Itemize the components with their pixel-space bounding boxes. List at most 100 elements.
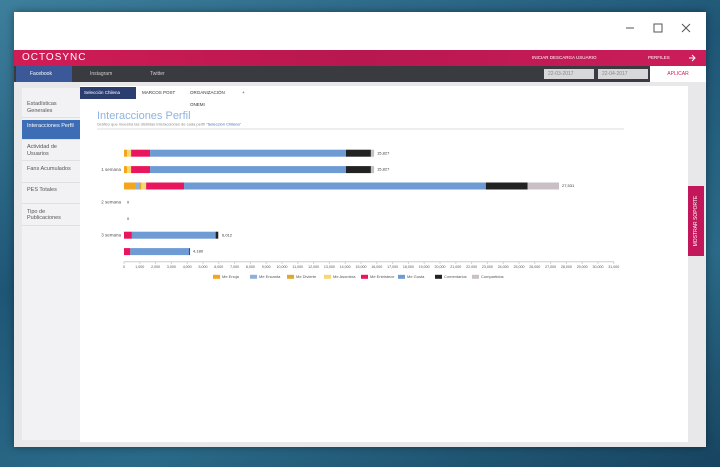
x-tick-label: 6,000 <box>214 265 223 269</box>
nav-tab[interactable]: Instagram <box>90 71 113 77</box>
maximize[interactable] <box>653 23 663 33</box>
bar-segment <box>150 166 346 174</box>
x-tick-label: 22,000 <box>466 265 477 269</box>
profile-tab[interactable]: + <box>242 90 245 95</box>
legend-label: Compartidos <box>481 274 504 279</box>
bar-segment <box>141 182 147 190</box>
logo[interactable]: OCTOSYNC <box>22 52 87 63</box>
bar-segment <box>124 231 132 239</box>
sidebar-item[interactable]: Fans Acumulados <box>22 163 80 183</box>
bar-segment <box>485 182 528 190</box>
bar-segment <box>124 248 131 256</box>
legend-swatch <box>324 274 331 279</box>
x-tick-label: 5,000 <box>199 265 208 269</box>
bar-segment <box>131 149 151 157</box>
x-tick-label: 9,000 <box>262 265 271 269</box>
chart-title: Interacciones Perfil <box>97 110 191 122</box>
bar-segment <box>345 149 371 157</box>
legend-label: Comentarios <box>444 274 467 279</box>
x-tick-label: 29,000 <box>577 265 588 269</box>
y-tick-label: 3 semana <box>101 232 121 237</box>
bar-segment <box>124 166 128 174</box>
x-tick-label: 19,000 <box>419 265 430 269</box>
legend-swatch <box>472 274 479 279</box>
legend-label: Me Encanta <box>259 274 281 279</box>
sidebar-item[interactable]: PES Totales <box>22 184 80 204</box>
profile-tab[interactable]: ORGANIZACIÓN ONEMI <box>190 90 225 107</box>
subtitle-profile: "Selección Chilena" <box>206 122 241 127</box>
total-label: 6,012 <box>222 232 233 237</box>
bar-segment <box>184 182 486 190</box>
x-tick-label: 4,000 <box>183 265 192 269</box>
x-tick-label: 23,000 <box>482 265 493 269</box>
date-to[interactable]: 22-04-2017 <box>598 69 648 79</box>
nav-tab[interactable]: Facebook <box>16 66 72 82</box>
bar-segment <box>218 231 219 239</box>
x-tick-label: 24,000 <box>498 265 509 269</box>
profile-tab[interactable]: Selección Chilena <box>80 87 136 99</box>
x-tick-label: 11,000 <box>292 265 303 269</box>
x-tick-label: 3,000 <box>167 265 176 269</box>
bar-segment <box>189 248 191 256</box>
logout-icon[interactable] <box>688 54 696 62</box>
sidebar-item[interactable]: Tipo de Publicaciones <box>22 206 80 226</box>
legend-label: Me Gusta <box>407 274 425 279</box>
legend-swatch <box>398 274 405 279</box>
x-tick-label: 1,000 <box>135 265 144 269</box>
x-tick-label: 31,000 <box>608 265 619 269</box>
bar-segment <box>215 231 219 239</box>
x-tick-label: 28,000 <box>561 265 572 269</box>
bar-segment <box>127 166 132 174</box>
legend-label: Me Asombra <box>333 274 356 279</box>
bar-segment <box>124 182 136 190</box>
total-label: 4,180 <box>193 249 204 254</box>
y-tick-label: 2 semana <box>101 200 121 205</box>
x-tick-label: 7,000 <box>230 265 239 269</box>
x-tick-label: 30,000 <box>593 265 604 269</box>
title-bar <box>14 12 706 50</box>
total-label: 27,531 <box>562 183 575 188</box>
x-tick-label: 20,000 <box>435 265 446 269</box>
legend-swatch <box>250 274 257 279</box>
x-tick-label: 0 <box>123 265 125 269</box>
legend-label: Me Entristece <box>370 274 395 279</box>
total-label: 15,827 <box>377 167 390 172</box>
legend-swatch <box>213 274 220 279</box>
profiles-link[interactable]: PERFILES <box>648 55 670 60</box>
chart-subtitle: Gráfico que muestra las distintas intera… <box>97 122 242 127</box>
bar-segment <box>345 166 371 174</box>
close[interactable] <box>681 23 691 33</box>
bar-segment <box>527 182 559 190</box>
support-tab[interactable]: MOSTRAR SOPORTE <box>688 186 704 256</box>
x-tick-label: 10,000 <box>277 265 288 269</box>
sidebar-item[interactable]: Estadísticas Generales <box>22 98 80 118</box>
app-window: OCTOSYNC INICIAR DESCARGA USUARIO PERFIL… <box>14 12 706 447</box>
apply-button[interactable]: APLICAR <box>650 66 706 82</box>
x-tick-label: 13,000 <box>324 265 335 269</box>
sidebar: Estadísticas Generales Interacciones Perf… <box>22 88 80 440</box>
total-label: 0 <box>127 216 130 221</box>
sidebar-item[interactable]: Interacciones Perfil <box>22 119 80 140</box>
bar-segment <box>130 248 190 256</box>
legend-swatch <box>361 274 368 279</box>
sidebar-item[interactable]: Actividad de Usuarios <box>22 141 80 161</box>
legend-label: Me Divierte <box>296 274 317 279</box>
bar-segment <box>131 231 216 239</box>
legend-swatch <box>435 274 442 279</box>
x-tick-label: 27,000 <box>545 265 556 269</box>
date-from[interactable]: 22-03-2017 <box>544 69 594 79</box>
header: OCTOSYNC INICIAR DESCARGA USUARIO PERFIL… <box>14 50 706 66</box>
x-tick-label: 17,000 <box>387 265 398 269</box>
bar-segment <box>139 182 142 190</box>
nav-tab[interactable]: Twitter <box>150 71 165 77</box>
x-tick-label: 16,000 <box>371 265 382 269</box>
user-menu[interactable]: INICIAR DESCARGA USUARIO <box>532 55 597 60</box>
subtitle-text: Gráfico que muestra las distintas intera… <box>97 122 205 127</box>
bar-segment <box>370 149 375 157</box>
bar-segment <box>131 166 151 174</box>
profile-tab[interactable]: MARCOS POST <box>142 90 176 95</box>
x-tick-label: 15,000 <box>356 265 367 269</box>
total-label: 0 <box>127 199 130 204</box>
total-label: 15,827 <box>377 150 390 155</box>
x-tick-label: 25,000 <box>514 265 525 269</box>
